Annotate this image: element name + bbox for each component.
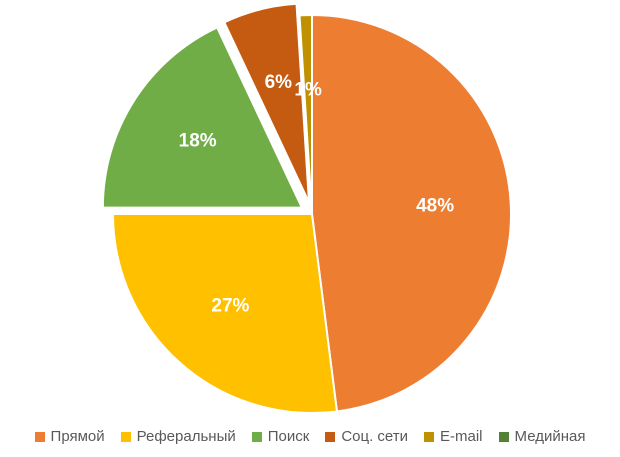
legend-item-social: Соц. сети bbox=[325, 428, 408, 445]
pie-slice-direct bbox=[311, 13, 512, 413]
pie-slice-search bbox=[101, 26, 304, 209]
legend-item-display: Медийная bbox=[498, 428, 586, 445]
legend-label: Поиск bbox=[267, 428, 310, 445]
legend-label: E-mail bbox=[440, 428, 483, 445]
legend-label: Медийная bbox=[514, 428, 586, 445]
legend-swatch bbox=[120, 431, 131, 442]
pie-slice-referral bbox=[111, 213, 339, 414]
slice-label-email: 1% bbox=[294, 80, 322, 101]
legend-swatch bbox=[34, 431, 45, 442]
slice-label-social: 6% bbox=[265, 72, 293, 93]
legend: Прямой Реферальный Поиск Соц. сети E-mail Мед… bbox=[0, 428, 620, 445]
legend-label: Прямой bbox=[50, 428, 105, 445]
legend-label: Реферальный bbox=[136, 428, 236, 445]
legend-swatch bbox=[498, 431, 509, 442]
legend-item-search: Поиск bbox=[251, 428, 310, 445]
slice-label-search: 18% bbox=[179, 130, 217, 151]
legend-swatch bbox=[325, 431, 336, 442]
legend-item-direct: Прямой bbox=[34, 428, 105, 445]
legend-swatch bbox=[424, 431, 435, 442]
pie-slice-social bbox=[222, 2, 311, 203]
slice-label-referral: 27% bbox=[211, 296, 249, 317]
legend-item-referral: Реферальный bbox=[120, 428, 236, 445]
legend-item-email: E-mail bbox=[424, 428, 483, 445]
slice-label-direct: 48% bbox=[416, 195, 454, 216]
pie-slice-email bbox=[298, 13, 313, 215]
legend-label: Соц. сети bbox=[341, 428, 409, 445]
legend-swatch bbox=[251, 431, 262, 442]
